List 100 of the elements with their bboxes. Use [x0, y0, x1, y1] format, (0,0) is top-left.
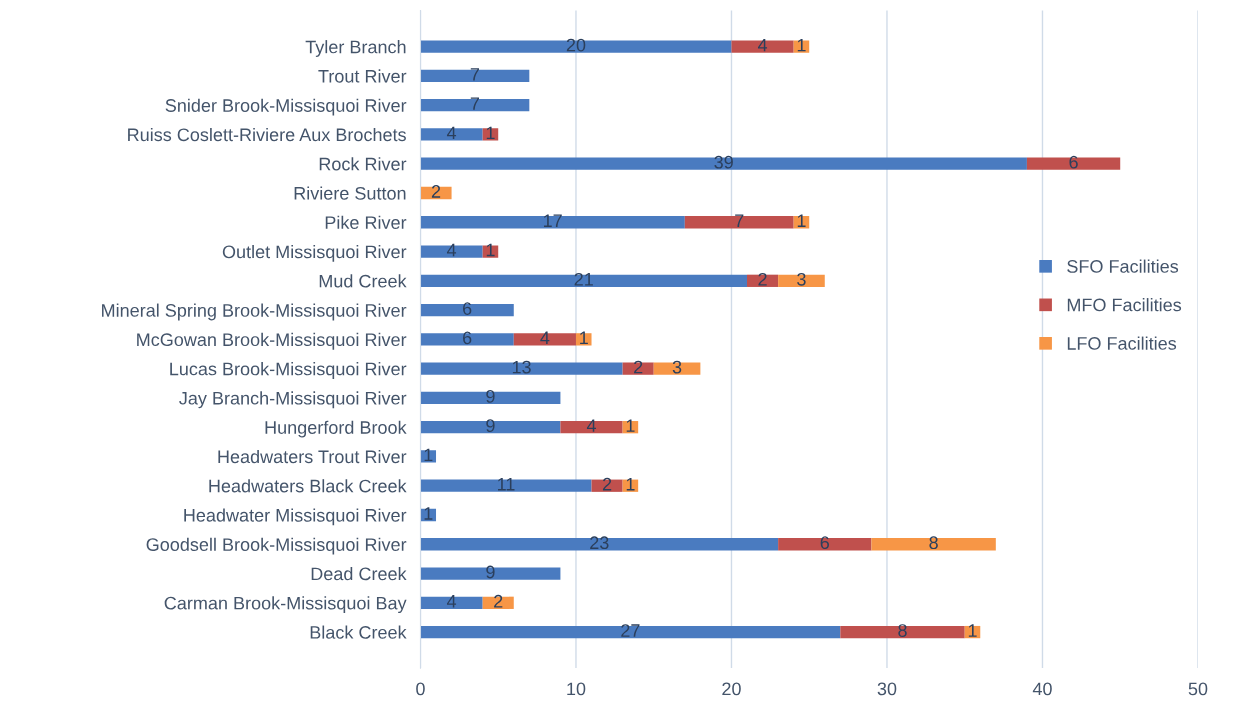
data-label: 1 — [486, 126, 495, 140]
bar — [420, 333, 514, 346]
data-label: 6 — [463, 331, 472, 345]
bar — [482, 596, 514, 609]
x-tick-label: 50 — [1188, 682, 1208, 696]
y-tick-label: Mud Creek — [319, 274, 407, 288]
x-tick-label: 40 — [1032, 682, 1052, 696]
data-label: 1 — [486, 243, 495, 257]
bar — [778, 274, 825, 287]
data-label: 13 — [512, 360, 531, 374]
bar — [420, 40, 732, 53]
legend-label: LFO Facilities — [1067, 336, 1177, 350]
bar — [420, 216, 685, 229]
bar — [731, 40, 794, 53]
data-label: 1 — [797, 214, 806, 227]
data-label: 3 — [672, 360, 682, 374]
bar — [420, 596, 483, 609]
data-label: 8 — [898, 624, 907, 637]
x-tick-label: 10 — [567, 682, 586, 696]
data-label: 4 — [586, 419, 597, 432]
data-label: 2 — [634, 360, 643, 374]
x-tick-label: 30 — [877, 682, 897, 696]
data-label: 1 — [424, 448, 433, 462]
data-label: 9 — [486, 419, 495, 433]
y-tick-label: Headwaters Black Creek — [209, 479, 407, 493]
y-tick-label: Mineral Spring Brook-Missisquoi River — [102, 303, 407, 321]
y-tick-label: Carman Brook-Missisquoi Bay — [164, 596, 407, 614]
y-tick-label: Hungerford Brook — [265, 420, 407, 438]
y-tick-label: Dead Creek — [311, 566, 407, 581]
data-label: 1 — [626, 419, 635, 432]
y-tick-label: Trout River — [318, 69, 407, 83]
bar — [420, 99, 530, 112]
bar — [420, 567, 561, 580]
data-label: 2 — [758, 272, 767, 286]
data-label: 9 — [486, 389, 495, 403]
bar — [591, 479, 623, 492]
data-label: 6 — [463, 302, 472, 315]
data-label: 4 — [540, 331, 550, 345]
y-tick-label: Goodsell Brook-Missisquoi River — [146, 537, 407, 555]
bar — [513, 333, 576, 346]
data-label: 7 — [470, 97, 480, 110]
bar — [684, 216, 794, 229]
data-label: 11 — [498, 477, 515, 491]
bar — [840, 625, 965, 639]
data-label: 17 — [543, 214, 562, 227]
data-label: 9 — [486, 565, 495, 579]
legend-label: SFO Facilities — [1067, 259, 1179, 273]
data-label: 4 — [757, 38, 768, 52]
bar — [420, 274, 748, 287]
y-tick-label: Jay Branch-Missisquoi River — [179, 391, 407, 409]
bar — [420, 625, 841, 639]
data-label: 2 — [431, 185, 441, 198]
x-tick-label: 20 — [722, 682, 741, 696]
data-label: 1 — [797, 38, 806, 52]
bar — [420, 362, 623, 375]
x-tick-label: 0 — [416, 682, 425, 696]
data-label: 23 — [590, 536, 609, 550]
bar — [420, 69, 530, 83]
bar — [420, 479, 592, 492]
bar — [420, 421, 561, 434]
data-label: 20 — [566, 38, 586, 52]
y-tick-label: Headwater Missisquoi River — [184, 508, 407, 526]
y-tick-label: McGowan Brook-Missisquoi River — [137, 332, 407, 350]
data-label: 4 — [446, 126, 457, 140]
bar — [420, 450, 437, 463]
y-tick-label: Pike River — [325, 215, 407, 229]
data-label: 2 — [602, 477, 612, 491]
bar — [778, 538, 872, 551]
bar — [420, 303, 514, 317]
data-label: 7 — [470, 68, 480, 81]
bar — [1026, 157, 1121, 170]
y-tick-label: Black Creek — [310, 625, 407, 639]
data-label: 8 — [929, 536, 938, 550]
data-label: 27 — [621, 624, 640, 637]
y-tick-label: Headwaters Trout River — [218, 449, 407, 464]
bar — [871, 538, 996, 551]
bar — [747, 274, 779, 287]
bar — [560, 421, 623, 434]
y-tick-label: Riviere Sutton — [294, 186, 406, 200]
data-label: 1 — [968, 624, 977, 637]
bar — [420, 538, 779, 551]
bar — [420, 245, 483, 258]
data-label: 4 — [446, 595, 457, 608]
data-label: 39 — [714, 155, 733, 169]
data-label: 1 — [626, 477, 635, 491]
data-label: 6 — [1069, 155, 1078, 169]
y-tick-label: Lucas Brook-Missisquoi River — [170, 362, 407, 379]
legend-label: MFO Facilities — [1067, 298, 1182, 312]
data-label: 1 — [424, 507, 433, 520]
bar — [653, 362, 701, 375]
bar — [575, 333, 592, 346]
y-tick-label: Snider Brook-Missisquoi River — [165, 98, 407, 116]
data-label: 1 — [580, 331, 588, 345]
data-label: 21 — [574, 272, 593, 286]
data-label: 3 — [797, 272, 806, 286]
bar — [420, 391, 561, 405]
bar — [420, 157, 1027, 170]
bar — [420, 128, 483, 141]
bar — [622, 362, 654, 375]
y-tick-label: Rock River — [319, 157, 407, 171]
